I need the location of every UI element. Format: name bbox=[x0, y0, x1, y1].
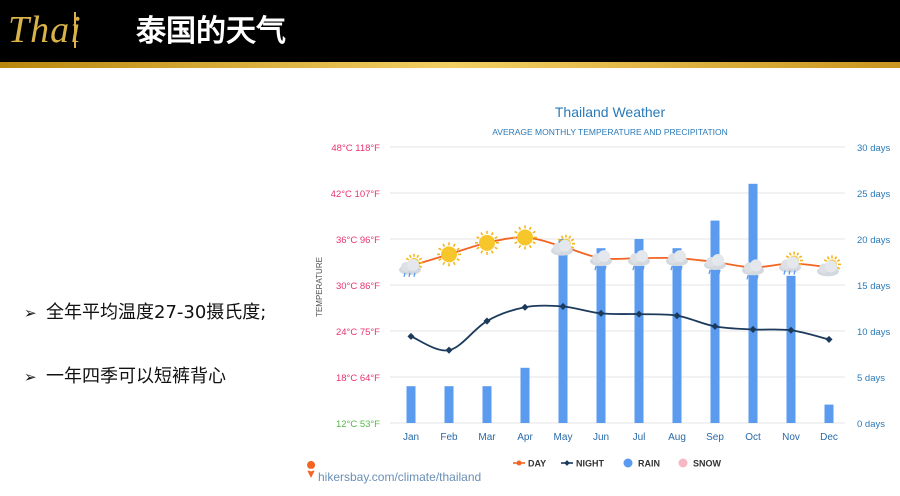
x-tick-label: Dec bbox=[820, 432, 838, 443]
y-axis-label: TEMPERATURE bbox=[315, 257, 324, 317]
thailand-weather-chart: Thailand Weather AVERAGE MONTHLY TEMPERA… bbox=[307, 104, 891, 484]
night-point bbox=[825, 335, 833, 343]
day-temperature-line bbox=[410, 236, 830, 269]
rain-bar bbox=[672, 248, 682, 423]
gold-divider-bar bbox=[0, 62, 900, 68]
legend-swatch bbox=[623, 458, 633, 468]
y-left-tick-label: 24°C 75°F bbox=[336, 327, 380, 338]
night-point bbox=[559, 302, 567, 311]
arrow-bullet-icon: ➢ bbox=[24, 304, 37, 322]
slide-title: 泰国的天气 bbox=[136, 14, 286, 49]
rain-bar bbox=[558, 239, 568, 423]
legend-item-night: NIGHT bbox=[561, 459, 605, 469]
bullet-item-temperature: ➢ 全年平均温度27-30摄氏度; bbox=[24, 298, 266, 324]
x-tick-label: Jul bbox=[633, 432, 646, 443]
y-left-tick-label: 18°C 64°F bbox=[336, 373, 380, 384]
legend-swatch bbox=[678, 458, 688, 468]
y-left-tick-label: 30°C 86°F bbox=[336, 281, 380, 292]
x-tick-label: Oct bbox=[745, 432, 761, 443]
sun-cloud-rain-icon bbox=[399, 253, 423, 277]
rain-bar bbox=[444, 386, 454, 423]
rain-bar bbox=[520, 367, 530, 423]
sun-icon bbox=[475, 230, 499, 255]
night-temperature-line bbox=[410, 304, 830, 352]
bullet-text: 全年平均温度27-30摄氏度; bbox=[46, 302, 267, 323]
x-tick-label: Sep bbox=[706, 432, 724, 443]
night-point bbox=[711, 322, 719, 330]
rain-bar bbox=[406, 386, 416, 423]
y-right-tick-label: 30 days bbox=[857, 143, 891, 154]
night-point bbox=[445, 346, 453, 354]
y-right-tick-label: 0 days bbox=[857, 419, 885, 430]
legend-label: SNOW bbox=[693, 459, 722, 469]
legend-item-rain: RAIN bbox=[623, 458, 660, 469]
rain-bar bbox=[786, 275, 796, 423]
chart-legend: DAY NIGHT RAIN SNOW bbox=[513, 458, 722, 469]
cloud-rain-icon bbox=[590, 250, 612, 271]
night-point bbox=[635, 310, 643, 318]
sun-icon bbox=[437, 242, 461, 267]
cloud-rain-icon bbox=[666, 250, 688, 271]
y-right-tick-label: 15 days bbox=[857, 281, 891, 292]
bullet-item-clothing: ➢ 一年四季可以短裤背心 bbox=[24, 362, 226, 388]
cloud-rain-icon bbox=[628, 250, 650, 271]
thai-logo: Thai bbox=[8, 9, 82, 51]
plot-area: 48°C 118°F 42°C 107°F 36°C 96°F 30°C 86°F 24… bbox=[331, 143, 891, 443]
sun-cloud-icon bbox=[551, 234, 575, 256]
sun-cloud-icon bbox=[817, 255, 841, 277]
legend-label: RAIN bbox=[638, 459, 660, 469]
x-tick-label: Mar bbox=[478, 432, 496, 443]
x-tick-label: Jan bbox=[403, 432, 419, 443]
x-tick-label: Feb bbox=[440, 432, 458, 443]
legend-label: DAY bbox=[528, 459, 546, 469]
cloud-rain-icon bbox=[742, 259, 764, 280]
legend-item-day: DAY bbox=[513, 459, 546, 469]
y-right-tick-label: 25 days bbox=[857, 189, 891, 200]
rain-bar bbox=[824, 404, 834, 423]
rain-bar bbox=[710, 220, 720, 423]
header-bar: Thai 泰国的天气 bbox=[0, 0, 900, 62]
y-right-tick-label: 10 days bbox=[857, 327, 891, 338]
chart-title: Thailand Weather bbox=[555, 104, 666, 120]
night-point bbox=[483, 317, 491, 325]
x-tick-label: Nov bbox=[782, 432, 800, 443]
y-left-tick-label: 42°C 107°F bbox=[331, 189, 381, 200]
rain-bar bbox=[596, 248, 606, 423]
night-point bbox=[597, 309, 605, 317]
rain-bar bbox=[748, 183, 758, 423]
x-tick-label: Jun bbox=[593, 432, 609, 443]
legend-label: NIGHT bbox=[576, 459, 605, 469]
x-tick-label: Apr bbox=[517, 432, 533, 443]
night-point bbox=[787, 326, 795, 334]
location-pin-icon bbox=[307, 461, 316, 478]
legend-item-snow: SNOW bbox=[678, 458, 722, 469]
logo-divider bbox=[74, 12, 76, 48]
y-left-tick-label: 36°C 96°F bbox=[336, 235, 380, 246]
rain-bar bbox=[634, 239, 644, 423]
y-left-tick-label: 12°C 53°F bbox=[336, 419, 380, 430]
sun-cloud-rain-icon bbox=[779, 251, 803, 275]
x-tick-label: May bbox=[554, 432, 573, 443]
night-point bbox=[673, 312, 681, 320]
night-point bbox=[521, 303, 529, 311]
night-point bbox=[749, 325, 757, 334]
y-right-tick-label: 20 days bbox=[857, 235, 891, 246]
chart-subtitle: AVERAGE MONTHLY TEMPERATURE AND PRECIPIT… bbox=[492, 127, 728, 137]
arrow-bullet-icon: ➢ bbox=[24, 368, 37, 386]
night-point bbox=[407, 332, 415, 340]
rain-bar bbox=[482, 386, 492, 423]
bullet-text: 一年四季可以短裤背心 bbox=[46, 366, 226, 387]
sun-icon bbox=[513, 225, 537, 250]
cloud-rain-icon bbox=[704, 254, 726, 275]
x-tick-label: Aug bbox=[668, 432, 686, 443]
y-right-tick-label: 5 days bbox=[857, 373, 885, 384]
source-attribution: hikersbay.com/climate/thailand bbox=[318, 470, 481, 484]
y-left-tick-label: 48°C 118°F bbox=[331, 143, 380, 154]
